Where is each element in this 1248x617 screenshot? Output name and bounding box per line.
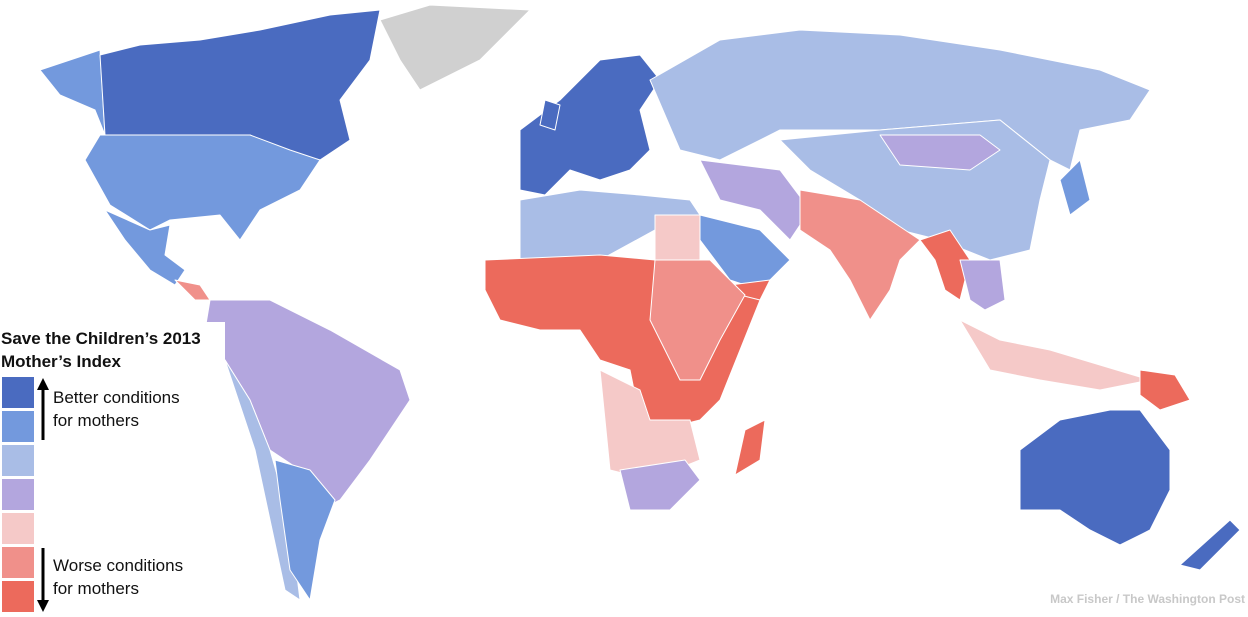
credit: Max Fisher / The Washington Post xyxy=(1050,592,1245,606)
legend-label: for mothers xyxy=(53,579,139,598)
legend-background xyxy=(0,322,225,617)
middle-east xyxy=(699,159,811,241)
arrow-head xyxy=(37,378,49,390)
countries xyxy=(39,4,1241,601)
legend-swatch xyxy=(2,547,34,578)
usa xyxy=(84,134,321,241)
legend-title: Mother’s Index xyxy=(1,352,122,371)
uk xyxy=(539,99,561,131)
legend-swatch xyxy=(2,411,34,442)
papua-new-guinea xyxy=(1139,369,1191,411)
mongolia xyxy=(879,134,1001,171)
central-america xyxy=(174,279,211,301)
legend-swatch xyxy=(2,581,34,612)
southern-africa xyxy=(599,369,701,481)
legend-label: for mothers xyxy=(53,411,139,430)
legend-swatch xyxy=(2,377,34,408)
greenland xyxy=(379,4,531,91)
legend-swatch xyxy=(2,445,34,476)
chile-peru xyxy=(224,359,301,601)
europe xyxy=(519,54,661,196)
argentina xyxy=(274,459,336,601)
legend-title: Save the Children’s 2013 xyxy=(1,329,201,348)
legend-swatches xyxy=(2,377,34,612)
japan xyxy=(1059,159,1091,216)
australia xyxy=(1019,409,1171,546)
new-zealand xyxy=(1179,519,1241,571)
myanmar xyxy=(919,229,971,301)
madagascar xyxy=(734,419,766,476)
legend-label: Better conditions xyxy=(53,388,180,407)
southeast-asia xyxy=(959,259,1006,311)
indonesia xyxy=(959,319,1151,391)
south-africa xyxy=(619,459,701,511)
india xyxy=(799,189,921,321)
egypt xyxy=(654,214,701,261)
legend-swatch xyxy=(2,513,34,544)
legend-swatch xyxy=(2,479,34,510)
legend-label: Worse conditions xyxy=(53,556,183,575)
russia xyxy=(649,29,1151,171)
east-africa xyxy=(649,259,746,381)
alaska xyxy=(39,49,106,136)
arrow-head xyxy=(37,600,49,612)
mexico xyxy=(104,209,186,286)
